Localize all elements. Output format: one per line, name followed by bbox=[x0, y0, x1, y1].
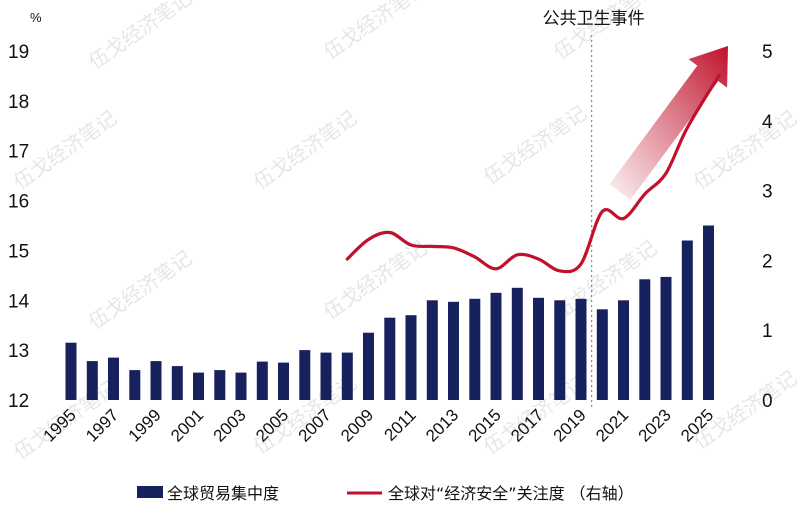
x-tick-label: 2021 bbox=[592, 405, 632, 445]
bar bbox=[596, 309, 608, 400]
bar bbox=[65, 342, 77, 400]
bar bbox=[214, 370, 226, 400]
watermark-text: 伍戈经济笔记 bbox=[84, 0, 196, 74]
legend: 全球贸易集中度 全球对“经济安全”关注度 （右轴） bbox=[137, 484, 634, 503]
bar bbox=[299, 350, 311, 400]
left-tick-label: 15 bbox=[8, 241, 29, 262]
right-tick-label: 0 bbox=[762, 391, 773, 412]
left-tick-label: 18 bbox=[8, 92, 29, 113]
bar bbox=[511, 287, 523, 400]
bar bbox=[405, 315, 417, 400]
right-axis-ticks: 0 1 2 3 4 5 bbox=[762, 42, 773, 412]
bar bbox=[575, 298, 587, 400]
trend-arrow-shape bbox=[609, 46, 728, 200]
bar bbox=[660, 276, 672, 400]
x-tick-label: 2013 bbox=[422, 405, 462, 445]
watermark-text: 伍戈经济笔记 bbox=[479, 101, 591, 189]
watermark-text: 伍戈经济笔记 bbox=[319, 0, 431, 64]
legend-bar-swatch bbox=[137, 486, 163, 498]
legend-bar-label: 全球贸易集中度 bbox=[167, 484, 279, 503]
bar bbox=[554, 300, 566, 400]
bar bbox=[448, 301, 459, 400]
bar bbox=[278, 362, 289, 400]
bar bbox=[533, 297, 544, 400]
x-tick-label: 2009 bbox=[337, 405, 377, 445]
watermark-text: 伍戈经济笔记 bbox=[249, 106, 361, 194]
watermark-text: 伍戈经济笔记 bbox=[319, 236, 431, 324]
x-tick-label: 2011 bbox=[381, 405, 420, 444]
bar bbox=[171, 366, 183, 400]
bar bbox=[320, 352, 332, 400]
bar bbox=[618, 300, 629, 400]
left-tick-label: 14 bbox=[8, 291, 30, 312]
right-tick-label: 3 bbox=[762, 182, 773, 203]
left-tick-label: 12 bbox=[8, 391, 29, 412]
x-tick-label: 2003 bbox=[210, 405, 250, 445]
bar bbox=[426, 300, 438, 400]
left-axis-unit: % bbox=[30, 10, 42, 25]
x-tick-label: 1999 bbox=[125, 405, 165, 445]
bar bbox=[86, 361, 98, 400]
bar bbox=[703, 225, 714, 400]
right-tick-label: 1 bbox=[762, 321, 773, 342]
event-annotation-label: 公共卫生事件 bbox=[543, 9, 645, 29]
right-tick-label: 4 bbox=[762, 112, 773, 133]
bar bbox=[681, 240, 693, 400]
x-axis-ticks: 1995 1997 1999 2001 2003 2005 2007 2009 2011 2013… bbox=[40, 405, 718, 445]
bar bbox=[150, 361, 162, 400]
left-tick-label: 17 bbox=[8, 142, 29, 163]
right-tick-label: 5 bbox=[762, 42, 773, 63]
bar bbox=[256, 361, 268, 400]
bar bbox=[490, 292, 502, 400]
left-axis-ticks: 12 13 14 15 16 17 18 19 bbox=[8, 42, 30, 412]
x-tick-label: 2001 bbox=[167, 405, 207, 445]
left-tick-label: 16 bbox=[8, 192, 29, 213]
trend-arrow bbox=[609, 46, 728, 200]
bar bbox=[129, 370, 141, 400]
watermark-text: 伍戈经济笔记 bbox=[689, 106, 800, 194]
bar bbox=[384, 317, 396, 400]
bar bbox=[108, 357, 119, 400]
watermark-text: 伍戈经济笔记 bbox=[84, 246, 196, 334]
bar bbox=[235, 372, 247, 400]
legend-line-label: 全球对“经济安全”关注度 （右轴） bbox=[388, 484, 634, 503]
x-tick-label: 2023 bbox=[635, 405, 675, 445]
bar bbox=[639, 279, 651, 400]
bar bbox=[363, 332, 374, 400]
line-series bbox=[345, 73, 721, 274]
bar bbox=[341, 352, 353, 400]
bar bbox=[193, 372, 204, 400]
left-tick-label: 19 bbox=[8, 42, 29, 63]
bar bbox=[469, 298, 481, 400]
right-tick-label: 2 bbox=[762, 251, 773, 272]
bar-series bbox=[65, 225, 714, 400]
left-tick-label: 13 bbox=[8, 341, 29, 362]
